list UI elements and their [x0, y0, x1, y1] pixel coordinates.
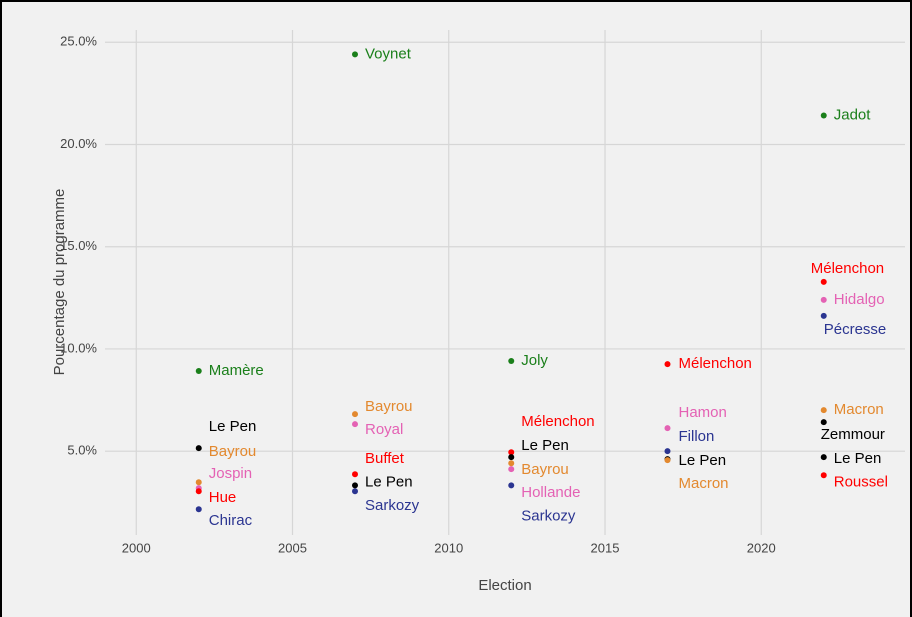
- point: [195, 479, 202, 486]
- point: [508, 482, 515, 489]
- point-label: Macron: [834, 401, 884, 418]
- point: [352, 488, 358, 495]
- y-tick-label: 5.0%: [67, 443, 97, 458]
- point-label: Sarkozy: [521, 507, 576, 524]
- point: [352, 411, 358, 418]
- point: [195, 445, 202, 452]
- point-label: Bayrou: [521, 461, 569, 478]
- x-tick-label: 2010: [434, 540, 463, 555]
- point-label: Le Pen: [209, 418, 257, 435]
- point: [195, 506, 202, 513]
- point-label: Hollande: [521, 484, 580, 501]
- point-label: Mamère: [209, 362, 264, 379]
- point: [820, 278, 827, 285]
- point: [664, 448, 671, 455]
- point: [820, 112, 827, 119]
- point-label: Chirac: [209, 512, 253, 529]
- point-label: Fillon: [679, 428, 715, 445]
- point: [508, 449, 515, 456]
- point: [352, 421, 358, 428]
- point-label: Hue: [209, 489, 237, 506]
- x-tick-label: 2020: [747, 540, 776, 555]
- point-label: Le Pen: [679, 452, 727, 469]
- point-label: Sarkozy: [365, 497, 420, 514]
- point-label: Le Pen: [521, 437, 569, 454]
- x-tick-label: 2015: [591, 540, 620, 555]
- point-label: Pécresse: [824, 321, 887, 338]
- point-label: Joly: [521, 352, 548, 369]
- point-label: Mélenchon: [811, 260, 884, 277]
- point: [352, 51, 358, 58]
- point: [664, 361, 671, 368]
- point: [664, 457, 671, 464]
- point-label: Royal: [365, 421, 403, 438]
- point: [820, 419, 827, 426]
- point-label: Jospin: [209, 465, 252, 482]
- point: [664, 425, 671, 432]
- point-label: Buffet: [365, 450, 405, 467]
- point: [508, 460, 515, 467]
- point: [352, 482, 358, 489]
- point: [820, 407, 827, 414]
- point-label: Bayrou: [209, 443, 257, 460]
- y-tick-label: 10.0%: [60, 340, 97, 355]
- point: [820, 312, 827, 319]
- point-label: Hidalgo: [834, 291, 885, 308]
- point: [820, 472, 827, 479]
- y-tick-label: 15.0%: [60, 238, 97, 253]
- point-label: Macron: [679, 475, 729, 492]
- point-label: Mélenchon: [679, 355, 752, 372]
- point: [820, 454, 827, 461]
- point: [195, 488, 202, 495]
- y-tick-label: 20.0%: [60, 136, 97, 151]
- point-label: Bayrou: [365, 398, 413, 415]
- y-axis-title: Pourcentage du programme: [51, 189, 68, 376]
- point-label: Voynet: [365, 45, 412, 62]
- x-tick-label: 2000: [122, 540, 151, 555]
- x-tick-label: 2005: [278, 540, 307, 555]
- point: [195, 368, 202, 375]
- point-label: Mélenchon: [521, 413, 594, 430]
- point-label: Le Pen: [365, 473, 413, 490]
- point: [352, 471, 358, 478]
- point: [508, 466, 515, 473]
- point-label: Roussel: [834, 473, 888, 490]
- point-label: Le Pen: [834, 450, 882, 467]
- y-tick-label: 25.0%: [60, 34, 97, 49]
- point: [508, 358, 515, 365]
- point: [820, 296, 827, 303]
- x-axis-title: Election: [478, 577, 531, 594]
- point: [508, 454, 515, 461]
- point-label: Hamon: [679, 404, 727, 421]
- point-label: Zemmour: [821, 426, 885, 443]
- point-label: Jadot: [834, 106, 872, 123]
